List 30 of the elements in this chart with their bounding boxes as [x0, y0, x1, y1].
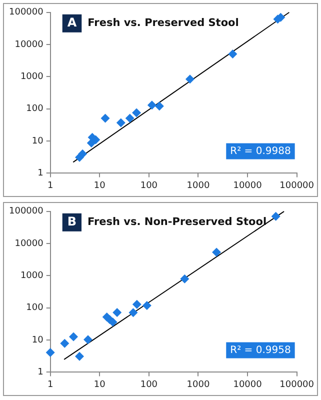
- x-tick-label: 1000: [186, 380, 210, 390]
- text: Fresh vs. Non-Preserved Stool: [88, 216, 267, 228]
- x-tick-label: 1000: [186, 180, 210, 191]
- x-tick-label: 10000: [233, 380, 262, 390]
- y-tick-label: 100000: [8, 8, 44, 18]
- y-tick-label: 100000: [8, 206, 44, 217]
- x-tick-label: 10: [94, 180, 106, 191]
- x-tick-label: 10000: [233, 180, 262, 191]
- y-tick-label: 100: [26, 303, 44, 314]
- y-tick-label: 10: [32, 136, 44, 146]
- x-tick-label: 1: [47, 180, 54, 191]
- y-tick-label: 10000: [14, 238, 44, 249]
- y-tick-label: 100: [26, 104, 44, 114]
- text: Fresh vs. Preserved Stool: [88, 17, 239, 30]
- y-tick-label: 1000: [20, 271, 44, 282]
- x-tick-label: 10: [94, 380, 106, 390]
- x-tick-label: 100000: [280, 380, 314, 390]
- annotation: R² = 0.9958: [230, 344, 291, 356]
- y-tick-label: 10000: [14, 40, 44, 50]
- annotation: A: [67, 16, 78, 30]
- x-tick-label: 100000: [280, 180, 314, 191]
- x-tick-label: 100: [140, 380, 158, 390]
- y-tick-label: 1: [38, 368, 44, 378]
- y-tick-label: 1000: [20, 72, 44, 82]
- x-tick-label: 100: [140, 180, 158, 191]
- y-tick-label: 1: [38, 168, 44, 179]
- y-tick-label: 10: [32, 335, 44, 346]
- annotation: R² = 0.9988: [230, 146, 291, 157]
- x-tick-label: 1: [47, 380, 54, 390]
- annotation: B: [67, 214, 77, 229]
